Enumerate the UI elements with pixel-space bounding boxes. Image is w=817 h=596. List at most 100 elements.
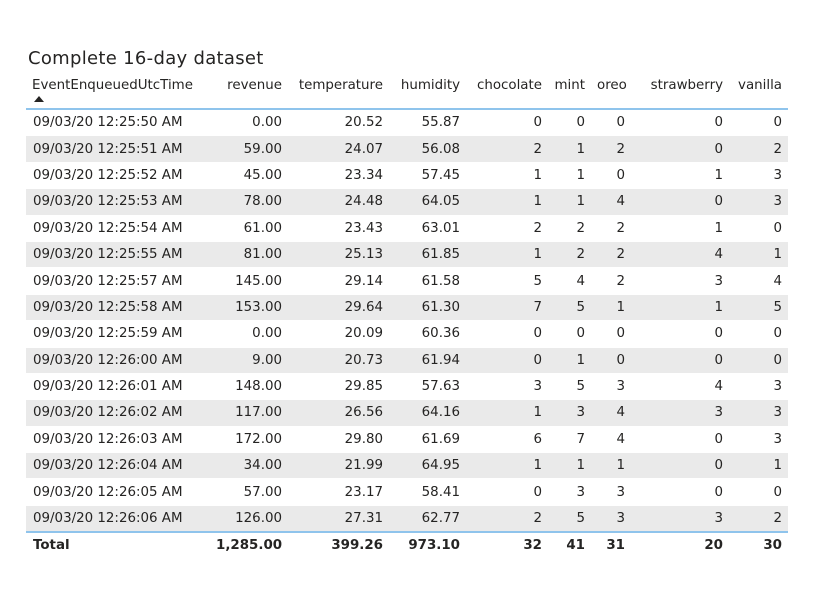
column-header-label: oreo xyxy=(597,78,627,93)
cell-chocolate: 0 xyxy=(466,109,548,137)
cell-humidity: 64.05 xyxy=(389,188,466,216)
column-header-label: chocolate xyxy=(476,78,542,93)
cell-vanilla: 4 xyxy=(729,267,788,295)
cell-strawberry: 0 xyxy=(631,109,729,137)
cell-eventenqueuedutctime: 09/03/20 12:26:06 AM xyxy=(26,505,210,533)
cell-oreo: 0 xyxy=(591,320,631,348)
cell-eventenqueuedutctime: 09/03/20 12:25:52 AM xyxy=(26,162,210,190)
table-body: 09/03/20 12:25:50 AM 0.00 20.52 55.87 0 0 0 0 0 0… xyxy=(26,109,788,533)
cell-eventenqueuedutctime: 09/03/20 12:25:59 AM xyxy=(26,320,210,348)
cell-chocolate: 1 xyxy=(466,241,548,269)
cell-vanilla: 0 xyxy=(729,109,788,137)
cell-chocolate: 6 xyxy=(466,426,548,454)
cell-eventenqueuedutctime: 09/03/20 12:26:02 AM xyxy=(26,399,210,427)
column-header-strawberry[interactable]: strawberry xyxy=(631,76,729,110)
cell-humidity: 58.41 xyxy=(389,478,466,506)
visual-title: Complete 16-day dataset xyxy=(28,48,264,69)
cell-humidity: 61.85 xyxy=(389,241,466,269)
total-revenue: 1,285.00 xyxy=(210,531,288,558)
cell-strawberry: 1 xyxy=(631,215,729,242)
cell-vanilla: 3 xyxy=(729,399,788,427)
cell-temperature: 20.73 xyxy=(288,347,389,374)
table-row[interactable]: 09/03/20 12:25:50 AM 0.00 20.52 55.87 0 0 0 0 0 xyxy=(26,109,788,137)
cell-chocolate: 1 xyxy=(466,162,548,190)
cell-chocolate: 2 xyxy=(466,215,548,242)
table-row[interactable]: 09/03/20 12:25:59 AM 0.00 20.09 60.36 0 0 0 0 0 xyxy=(26,320,788,348)
cell-strawberry: 0 xyxy=(631,135,729,163)
table-row[interactable]: 09/03/20 12:25:57 AM 145.00 29.14 61.58 5 4 2 3… xyxy=(26,267,788,295)
cell-humidity: 61.94 xyxy=(389,347,466,374)
cell-oreo: 4 xyxy=(591,426,631,454)
cell-oreo: 2 xyxy=(591,215,631,242)
total-oreo: 31 xyxy=(591,531,631,558)
cell-chocolate: 1 xyxy=(466,188,548,216)
cell-oreo: 1 xyxy=(591,452,631,480)
cell-vanilla: 3 xyxy=(729,373,788,401)
column-header-oreo[interactable]: oreo xyxy=(591,76,631,110)
table-row[interactable]: 09/03/20 12:25:58 AM 153.00 29.64 61.30 7 5 1 1… xyxy=(26,294,788,322)
column-header-chocolate[interactable]: chocolate xyxy=(466,76,548,110)
cell-humidity: 61.69 xyxy=(389,426,466,454)
table-row[interactable]: 09/03/20 12:26:05 AM 57.00 23.17 58.41 0 3 3 0 0 xyxy=(26,478,788,506)
column-header-humidity[interactable]: humidity xyxy=(389,76,466,110)
column-header-mint[interactable]: mint xyxy=(548,76,591,110)
cell-vanilla: 5 xyxy=(729,294,788,322)
cell-revenue: 34.00 xyxy=(210,452,288,480)
table-row[interactable]: 09/03/20 12:25:55 AM 81.00 25.13 61.85 1 2 2 4 1 xyxy=(26,241,788,269)
cell-eventenqueuedutctime: 09/03/20 12:25:58 AM xyxy=(26,294,210,322)
cell-chocolate: 2 xyxy=(466,135,548,163)
cell-revenue: 148.00 xyxy=(210,373,288,401)
cell-mint: 1 xyxy=(548,135,591,163)
column-header-eventenqueuedutctime[interactable]: EventEnqueuedUtcTime xyxy=(26,76,210,110)
cell-temperature: 29.14 xyxy=(288,267,389,295)
cell-eventenqueuedutctime: 09/03/20 12:25:50 AM xyxy=(26,109,210,137)
cell-temperature: 20.09 xyxy=(288,320,389,348)
column-header-temperature[interactable]: temperature xyxy=(288,76,389,110)
column-header-revenue[interactable]: revenue xyxy=(210,76,288,110)
cell-eventenqueuedutctime: 09/03/20 12:26:00 AM xyxy=(26,347,210,374)
cell-chocolate: 0 xyxy=(466,320,548,348)
total-strawberry: 20 xyxy=(631,531,729,558)
table-row[interactable]: 09/03/20 12:25:52 AM 45.00 23.34 57.45 1 1 0 1 3 xyxy=(26,162,788,190)
table-row[interactable]: 09/03/20 12:25:51 AM 59.00 24.07 56.08 2 1 2 0 2 xyxy=(26,135,788,163)
cell-strawberry: 0 xyxy=(631,347,729,374)
cell-strawberry: 0 xyxy=(631,452,729,480)
cell-eventenqueuedutctime: 09/03/20 12:25:54 AM xyxy=(26,215,210,242)
totals-row: Total 1,285.00 399.26 973.10 32 41 31 20 30 xyxy=(26,531,788,558)
cell-strawberry: 4 xyxy=(631,373,729,401)
cell-oreo: 0 xyxy=(591,162,631,190)
cell-revenue: 126.00 xyxy=(210,505,288,533)
table-row[interactable]: 09/03/20 12:25:53 AM 78.00 24.48 64.05 1 1 4 0 3 xyxy=(26,188,788,216)
cell-mint: 3 xyxy=(548,478,591,506)
cell-humidity: 61.58 xyxy=(389,267,466,295)
cell-vanilla: 0 xyxy=(729,320,788,348)
cell-strawberry: 0 xyxy=(631,188,729,216)
cell-vanilla: 0 xyxy=(729,478,788,506)
cell-oreo: 3 xyxy=(591,373,631,401)
total-vanilla: 30 xyxy=(729,531,788,558)
table-row[interactable]: 09/03/20 12:26:00 AM 9.00 20.73 61.94 0 1 0 0 0 xyxy=(26,347,788,374)
data-table: EventEnqueuedUtcTime revenue temperature hu… xyxy=(26,76,788,558)
cell-humidity: 57.45 xyxy=(389,162,466,190)
cell-temperature: 23.34 xyxy=(288,162,389,190)
cell-strawberry: 0 xyxy=(631,320,729,348)
cell-strawberry: 3 xyxy=(631,267,729,295)
table-row[interactable]: 09/03/20 12:25:54 AM 61.00 23.43 63.01 2 2 2 1 0 xyxy=(26,215,788,242)
cell-vanilla: 1 xyxy=(729,452,788,480)
table-row[interactable]: 09/03/20 12:26:03 AM 172.00 29.80 61.69 6 7 4 0… xyxy=(26,426,788,454)
cell-vanilla: 2 xyxy=(729,505,788,533)
sort-ascending-icon[interactable] xyxy=(34,96,44,102)
table-row[interactable]: 09/03/20 12:26:01 AM 148.00 29.85 57.63 3 5 3 4… xyxy=(26,373,788,401)
total-chocolate: 32 xyxy=(466,531,548,558)
cell-mint: 2 xyxy=(548,241,591,269)
cell-chocolate: 0 xyxy=(466,478,548,506)
cell-revenue: 61.00 xyxy=(210,215,288,242)
cell-strawberry: 1 xyxy=(631,162,729,190)
cell-mint: 1 xyxy=(548,452,591,480)
table-row[interactable]: 09/03/20 12:26:06 AM 126.00 27.31 62.77 2 5 3 3… xyxy=(26,505,788,533)
cell-temperature: 24.48 xyxy=(288,188,389,216)
column-header-vanilla[interactable]: vanilla xyxy=(729,76,788,110)
column-header-label: mint xyxy=(554,78,585,93)
table-row[interactable]: 09/03/20 12:26:04 AM 34.00 21.99 64.95 1 1 1 0 1 xyxy=(26,452,788,480)
table-row[interactable]: 09/03/20 12:26:02 AM 117.00 26.56 64.16 1 3 4 3… xyxy=(26,399,788,427)
